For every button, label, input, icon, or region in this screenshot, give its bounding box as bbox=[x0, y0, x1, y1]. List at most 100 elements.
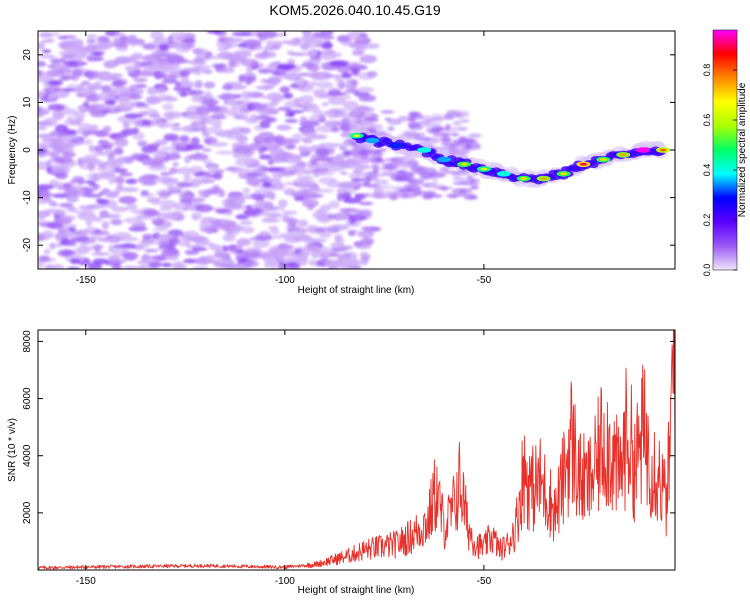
spectrogram-noise-blob bbox=[140, 190, 149, 196]
spectrogram-noise-blob bbox=[359, 251, 369, 257]
spectrogram-noise-blob bbox=[156, 233, 175, 240]
spectrogram-y-tick-label: 10 bbox=[22, 96, 33, 108]
spectrogram-noise-blob bbox=[54, 63, 68, 69]
signal-peak-center bbox=[480, 167, 488, 171]
spectrogram-noise-blob bbox=[110, 80, 125, 88]
spectrogram-noise-blob bbox=[348, 42, 367, 49]
spectrogram-noise-blob bbox=[109, 73, 123, 79]
spectrogram-noise-blob bbox=[239, 220, 253, 226]
spectrogram-noise-blob bbox=[262, 216, 278, 223]
spectrogram-noise-blob bbox=[351, 79, 359, 87]
spectrogram-noise-blob bbox=[231, 111, 250, 116]
spectrogram-noise-blob bbox=[38, 255, 51, 263]
spectrogram-noise-blob bbox=[205, 119, 223, 125]
spectrogram-noise-blob bbox=[169, 167, 178, 175]
spectrogram-noise-blob bbox=[356, 86, 375, 93]
spectrogram-noise-blob bbox=[429, 194, 443, 199]
spectrogram-noise-blob bbox=[317, 81, 334, 89]
spectrogram-noise-blob bbox=[113, 175, 125, 184]
spectrogram-noise-blob bbox=[61, 249, 74, 257]
spectrogram-noise-blob bbox=[141, 54, 162, 63]
spectrogram-noise-blob bbox=[65, 44, 85, 54]
spectrogram-noise-blob bbox=[304, 103, 320, 113]
spectrogram-noise-blob bbox=[334, 213, 349, 221]
spectrogram-noise-blob bbox=[359, 33, 369, 38]
spectrogram-noise-blob bbox=[47, 79, 64, 87]
spectrogram-noise-blob bbox=[108, 133, 119, 139]
spectrogram-noise-blob bbox=[224, 211, 234, 216]
spectrogram-noise-blob bbox=[73, 118, 82, 125]
spectrogram-noise-blob bbox=[362, 96, 375, 102]
spectrogram-noise-blob bbox=[189, 197, 206, 203]
spectrogram-noise-blob bbox=[340, 118, 351, 126]
spectrogram-noise-blob bbox=[206, 31, 222, 34]
spectrogram-noise-blob bbox=[342, 100, 359, 110]
spectrogram-noise-blob bbox=[405, 177, 417, 183]
spectrogram-noise-blob bbox=[462, 110, 469, 118]
spectrogram-noise-blob bbox=[92, 216, 103, 223]
spectrogram-noise-blob bbox=[78, 205, 97, 211]
spectrogram-noise-blob bbox=[91, 51, 104, 56]
spectrogram-noise-blob bbox=[118, 196, 137, 204]
spectrogram-noise-blob bbox=[336, 153, 351, 159]
signal-peak bbox=[365, 137, 380, 144]
spectrogram-noise-blob bbox=[173, 122, 181, 127]
spectrogram-noise-blob bbox=[460, 119, 470, 123]
spectrogram-noise-blob bbox=[106, 158, 119, 167]
spectrogram-noise-blob bbox=[74, 210, 81, 214]
spectrogram-noise-blob bbox=[243, 210, 259, 216]
spectrogram-noise-blob bbox=[220, 67, 235, 74]
spectrogram-noise-blob bbox=[62, 182, 72, 190]
spectrogram-noise-blob bbox=[463, 194, 478, 200]
spectrogram-noise-blob bbox=[132, 126, 139, 134]
spectrogram-noise-blob bbox=[50, 166, 71, 174]
spectrogram-noise-blob bbox=[442, 114, 454, 121]
spectrogram-noise-blob bbox=[340, 171, 348, 175]
spectrogram-noise-blob bbox=[91, 252, 111, 256]
spectrogram-noise-blob bbox=[362, 107, 375, 113]
spectrogram-noise-blob bbox=[183, 33, 195, 39]
spectrogram-noise-blob bbox=[42, 86, 62, 93]
spectrogram-noise-blob bbox=[208, 244, 223, 251]
signal-peak-center bbox=[520, 177, 528, 180]
spectrogram-noise-blob bbox=[38, 261, 45, 269]
spectrogram-noise-blob bbox=[216, 94, 233, 99]
spectrogram-noise-blob bbox=[38, 184, 55, 190]
signal-peak bbox=[417, 147, 432, 153]
spectrogram-noise-blob bbox=[54, 68, 72, 75]
spectrogram-noise-blob bbox=[195, 107, 211, 116]
spectrogram-noise-blob bbox=[102, 188, 110, 193]
spectrogram-noise-blob bbox=[148, 261, 163, 269]
spectrogram-noise-blob bbox=[49, 130, 68, 137]
spectrogram-noise-blob bbox=[180, 92, 187, 97]
spectrogram-noise-blob bbox=[310, 159, 318, 165]
spectrogram-noise-blob bbox=[304, 193, 324, 199]
spectrogram-noise-blob bbox=[452, 177, 465, 181]
spectrogram-noise-blob bbox=[329, 60, 350, 67]
spectrogram-noise-blob bbox=[86, 34, 98, 39]
spectrogram-noise-blob bbox=[369, 158, 386, 164]
spectrogram-noise-blob bbox=[454, 148, 470, 155]
spectrogram-noise-blob bbox=[357, 230, 375, 238]
spectrogram-noise-blob bbox=[116, 96, 127, 101]
spectrogram-noise-blob bbox=[147, 143, 161, 149]
spectrogram-noise-blob bbox=[320, 31, 334, 37]
spectrogram-noise-blob bbox=[119, 172, 134, 177]
spectrogram-noise-blob bbox=[195, 51, 209, 57]
spectrogram-noise-blob bbox=[358, 201, 374, 206]
signal-peak-center bbox=[579, 162, 587, 166]
spectrogram-noise-blob bbox=[282, 210, 298, 215]
spectrogram-noise-blob bbox=[142, 158, 151, 167]
spectrogram-noise-blob bbox=[218, 223, 234, 231]
spectrogram-noise-blob bbox=[315, 148, 330, 157]
spectrogram-noise-blob bbox=[295, 189, 315, 194]
spectrogram-noise-blob bbox=[119, 187, 139, 193]
spectrogram-noise-blob bbox=[321, 49, 335, 56]
spectrogram-noise-blob bbox=[296, 167, 305, 177]
spectrogram-noise-blob bbox=[141, 119, 153, 126]
spectrogram-noise-blob bbox=[38, 133, 55, 139]
snr-y-tick-label: 4000 bbox=[22, 444, 33, 467]
spectrogram-noise-blob bbox=[265, 39, 276, 48]
